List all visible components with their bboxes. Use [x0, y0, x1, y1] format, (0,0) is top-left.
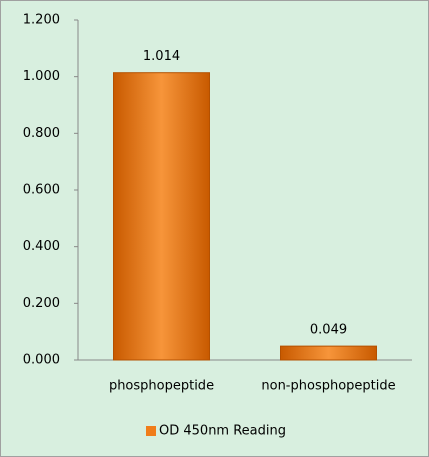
- y-tick-label: 0.400: [23, 239, 60, 254]
- y-tick-label: 1.000: [23, 69, 60, 84]
- y-tick-label: 0.800: [23, 126, 60, 141]
- bar: [113, 72, 210, 361]
- legend-label: OD 450nm Reading: [159, 424, 286, 439]
- y-tick-label: 0.000: [23, 353, 60, 368]
- x-tick-label: phosphopeptide: [109, 379, 214, 394]
- x-tick-label: non-phosphopeptide: [261, 379, 395, 394]
- y-tick-label: 0.600: [23, 183, 60, 198]
- bar: [280, 345, 377, 361]
- y-tick-label: 1.200: [23, 13, 60, 28]
- data-label: 1.014: [143, 49, 180, 64]
- data-label: 0.049: [310, 323, 347, 338]
- legend-swatch: [146, 426, 156, 436]
- y-tick-label: 0.200: [23, 296, 60, 311]
